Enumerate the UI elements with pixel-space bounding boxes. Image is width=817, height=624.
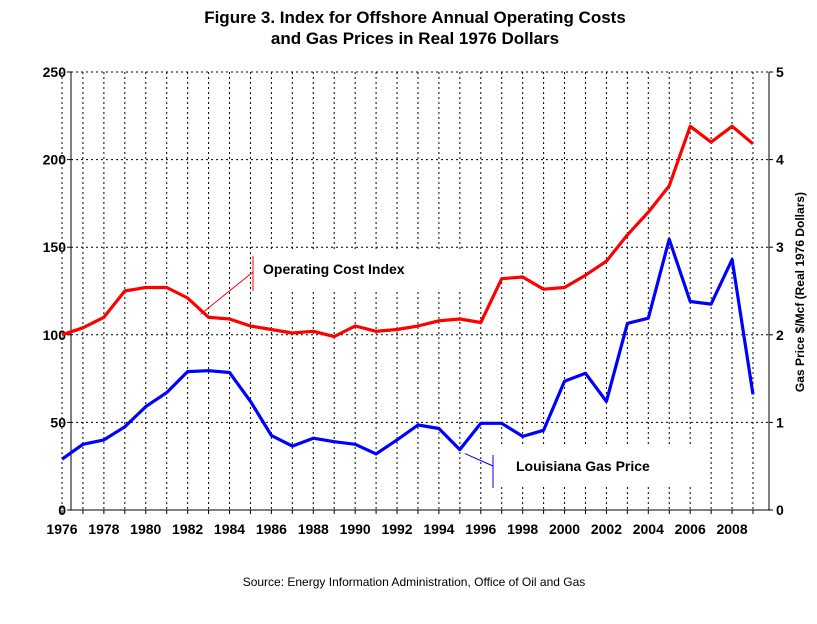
x-tick-label: 1996 xyxy=(465,521,496,537)
annotation-leader-line xyxy=(464,453,494,467)
annotation-operating-cost-index: Operating Cost Index xyxy=(263,261,405,277)
y-right-tick-label: 1 xyxy=(776,414,784,430)
x-tick-label: 2002 xyxy=(591,521,622,537)
x-tick-label: 1990 xyxy=(340,521,371,537)
annotation-box xyxy=(496,445,696,487)
x-tick-label: 1998 xyxy=(507,521,538,537)
x-tick-label: 2008 xyxy=(716,521,747,537)
chart-title-line-2: and Gas Prices in Real 1976 Dollars xyxy=(271,29,559,48)
x-tick-label: 1984 xyxy=(214,521,245,537)
series-line xyxy=(61,124,755,339)
x-tick-label: 1988 xyxy=(298,521,329,537)
x-tick-label: 1980 xyxy=(130,521,161,537)
y-left-tick-label: 150 xyxy=(43,239,67,255)
grid xyxy=(61,71,769,510)
y-right-tick-label: 0 xyxy=(776,502,784,518)
chart-title-line-1: Figure 3. Index for Offshore Annual Oper… xyxy=(204,8,626,27)
x-tick-label: 2004 xyxy=(633,521,664,537)
y-right-tick-label: 4 xyxy=(776,152,784,168)
y-left-tick-label: 50 xyxy=(50,414,66,430)
x-tick-label: 1978 xyxy=(88,521,119,537)
series-line xyxy=(61,237,755,461)
annotation-louisiana-gas-price: Louisiana Gas Price xyxy=(516,458,650,474)
annotation-leader-line xyxy=(200,271,254,315)
y-left-tick-label: 100 xyxy=(43,327,67,343)
x-tick-label: 1976 xyxy=(46,521,77,537)
y-right-axis-label: Gas Price $/Mcf (Real 1976 Dollars) xyxy=(793,192,807,392)
annotation-box xyxy=(255,252,477,290)
x-tick-label: 1992 xyxy=(381,521,412,537)
x-tick-label: 1986 xyxy=(256,521,287,537)
annotations: Operating Cost Index Louisiana Gas Price xyxy=(200,252,696,488)
series xyxy=(61,124,755,461)
x-tick-label: 2006 xyxy=(675,521,706,537)
y-right-tick-label: 3 xyxy=(776,239,784,255)
x-tick-label: 2000 xyxy=(549,521,580,537)
y-right-tick-label: 2 xyxy=(776,327,784,343)
x-tick-label: 1982 xyxy=(172,521,203,537)
source-note: Source: Energy Information Administratio… xyxy=(243,575,586,589)
x-tick-label: 1994 xyxy=(423,521,454,537)
y-right-tick-label: 5 xyxy=(776,64,784,80)
y-left-tick-label: 250 xyxy=(43,64,67,80)
y-left-tick-label: 200 xyxy=(43,152,67,168)
axes: 0501001502002500123451976197819801982198… xyxy=(43,64,784,537)
